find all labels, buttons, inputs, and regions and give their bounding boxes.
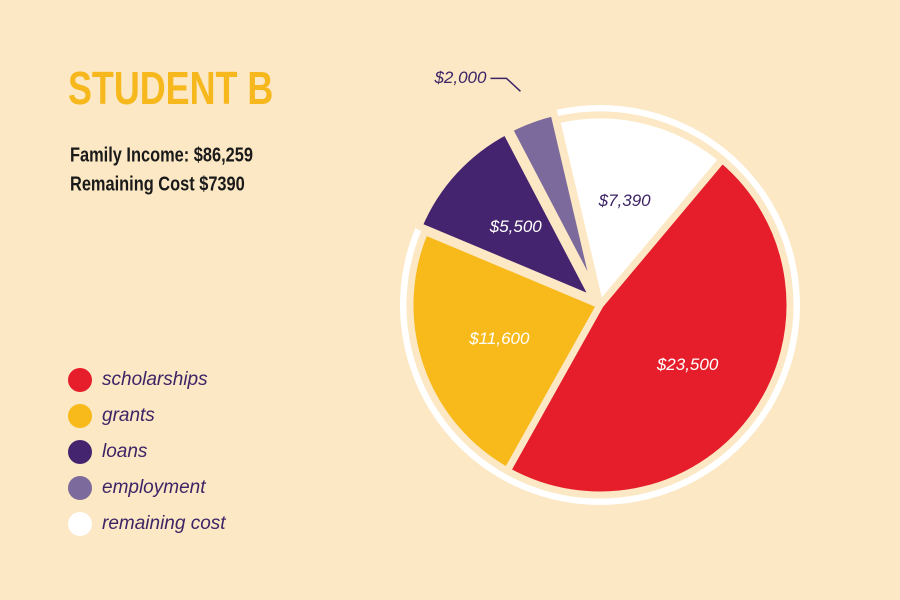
value-label: $5,500 [489, 217, 543, 236]
legend-swatch [68, 476, 92, 500]
pie-slice [503, 155, 794, 499]
chart-title: STUDENT B [68, 63, 273, 114]
legend-swatch [68, 404, 92, 428]
subtitle: Family Income: $86,259 [70, 143, 253, 166]
pie-slice [406, 227, 604, 475]
legend-swatch [68, 368, 92, 392]
pie-slice [553, 111, 726, 309]
legend-label: loans [102, 441, 148, 462]
value-label: $7,390 [598, 191, 652, 210]
value-label: $11,600 [468, 329, 530, 348]
legend-label: remaining cost [102, 513, 226, 534]
legend-swatch [68, 512, 92, 536]
legend-swatch [68, 440, 92, 464]
legend-label: scholarships [102, 369, 208, 390]
subtitle: Remaining Cost $7390 [70, 172, 245, 195]
value-label: $23,500 [656, 355, 719, 374]
value-label: $2,000 [433, 68, 487, 87]
legend-label: grants [102, 405, 155, 426]
leader-line [490, 77, 521, 92]
legend-label: employment [102, 477, 206, 498]
pie-slice [415, 127, 598, 304]
pie-slice [505, 109, 601, 302]
